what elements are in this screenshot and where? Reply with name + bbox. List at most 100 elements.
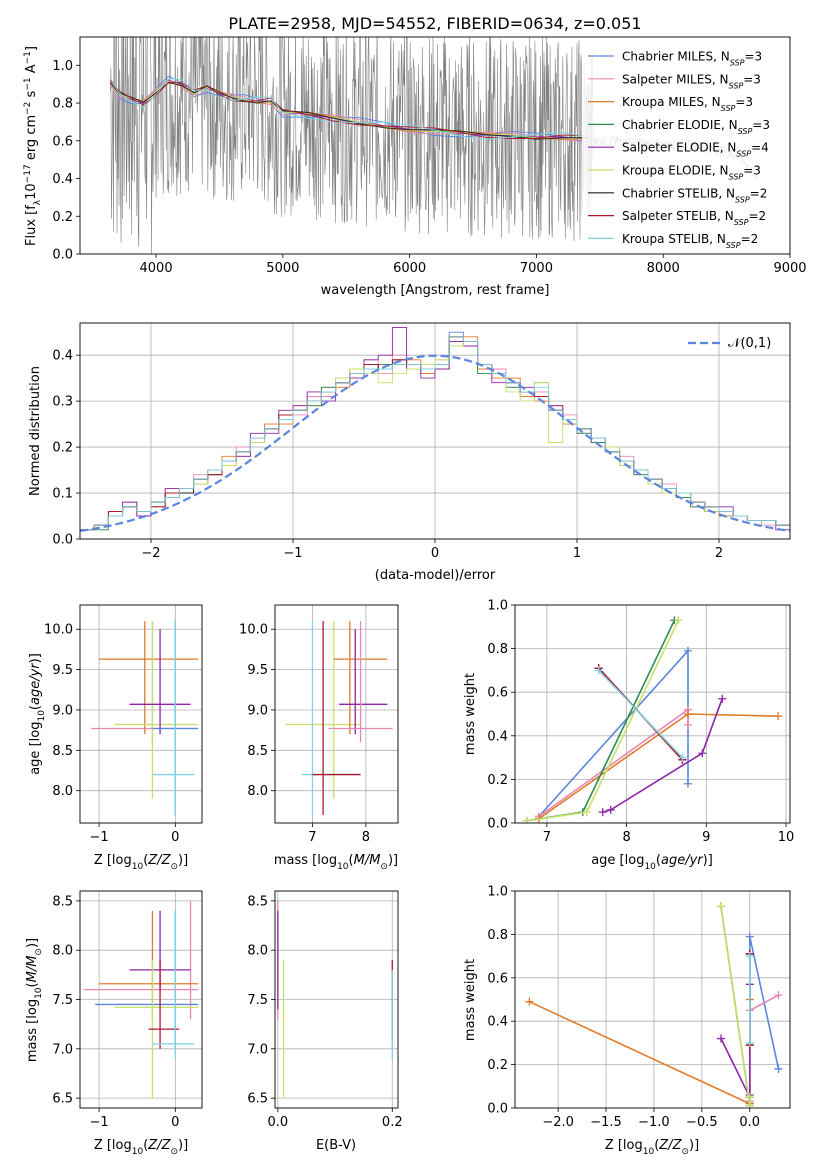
tick-label-y: 0.4: [52, 172, 73, 187]
tick-label-y: 8.0: [247, 784, 268, 799]
weight-point-marker: [745, 932, 754, 941]
weight-point-marker: [745, 1038, 754, 1047]
tick-label-x: −1.0: [638, 1115, 670, 1130]
tick-label-x: 8: [362, 830, 370, 845]
tick-label-x: 1: [573, 546, 581, 561]
tick-label-y: 8.0: [52, 944, 73, 959]
y-axis-label: Normed distribution: [28, 366, 43, 496]
tick-label-x: −2: [141, 546, 160, 561]
tick-label-y: 9.5: [247, 663, 268, 678]
plot-area: [515, 605, 790, 823]
plot-area: [109, 37, 759, 254]
axes-frame: [274, 604, 399, 824]
weight-point-marker: [774, 712, 783, 721]
plot-area: [515, 891, 790, 1108]
spectrum-model-line: [110, 79, 588, 139]
tick-label-y: 1.0: [487, 885, 508, 900]
figure-title: PLATE=2958, MJD=54552, FIBERID=0634, z=0…: [228, 14, 641, 33]
tick-label-y: 6.5: [52, 1092, 73, 1107]
tick-label-y: 0.2: [487, 773, 508, 788]
plot-area: [80, 323, 790, 539]
weight-series-line: [538, 708, 689, 818]
tick-label-y: 6.5: [247, 1092, 268, 1107]
axes-frame: [79, 604, 203, 824]
weight-point-marker: [525, 997, 534, 1006]
tick-label-x: −1: [283, 546, 302, 561]
y-axis-label: age [log10(age/yr)]: [28, 653, 47, 775]
tick-label-y: 0.6: [487, 686, 508, 701]
weight-point-marker: [745, 1101, 754, 1108]
tick-label-x: −1: [89, 830, 108, 845]
x-axis-label: Z [log10(Z/Z⊙)]: [94, 1138, 188, 1157]
tick-label-y: 10.0: [239, 623, 268, 638]
weight-point-marker: [674, 616, 683, 625]
legend-entry: Kroupa MILES, NSSP=3: [622, 95, 753, 113]
legend-entry: Chabrier STELIB, NSSP=2: [622, 186, 767, 204]
weight-point-marker: [522, 816, 531, 823]
tick-label-y: 0.4: [487, 729, 508, 744]
weight-point-marker: [606, 805, 615, 814]
tick-label-y: 7.0: [247, 1042, 268, 1057]
legend-entry: Chabrier MILES, NSSP=3: [622, 50, 762, 68]
x-axis-label: age [log10(age/yr)]: [591, 853, 713, 872]
tick-label-x: 2: [715, 546, 723, 561]
weight-point-marker: [717, 1034, 726, 1043]
tick-label-x: 7000: [520, 261, 553, 276]
tick-label-x: 9: [702, 830, 710, 845]
tick-label-x: 0.2: [382, 1115, 403, 1130]
tick-label-x: 0.0: [739, 1115, 760, 1130]
tick-label-y: 0.8: [52, 97, 73, 112]
panel-residuals: −2 −1 0 1 2 0.0 0.1 0.2 0.3 0.4 𝒩(0,1) (data-model)…: [28, 322, 791, 583]
tick-label-y: 8.0: [247, 944, 268, 959]
tick-label-y: 1.0: [487, 599, 508, 614]
tick-label-y: 0.8: [487, 642, 508, 657]
y-axis-label: mass [log10(M/M⊙)]: [25, 938, 44, 1062]
tick-label-y: 7.5: [52, 993, 73, 1008]
axes-frame: [79, 36, 791, 255]
plot-area: [275, 891, 398, 1108]
weight-point-marker: [774, 991, 783, 1000]
legend-box: [582, 41, 786, 250]
weight-point-marker: [683, 779, 692, 788]
legend-entry: 𝒩(0,1): [728, 336, 771, 351]
plot-area: [80, 891, 202, 1108]
weight-series-line: [538, 648, 689, 818]
plot-area: [275, 605, 398, 823]
weight-point-marker: [698, 749, 707, 758]
tick-label-x: 7: [543, 830, 551, 845]
weight-series-line: [720, 906, 751, 1106]
tick-label-x: 4000: [140, 261, 173, 276]
tick-label-y: 0.3: [52, 395, 73, 410]
tick-label-y: 0.2: [52, 210, 73, 225]
tick-label-x: 0: [171, 830, 179, 845]
tick-label-y: 0.2: [52, 441, 73, 456]
tick-label-x: 7: [308, 830, 316, 845]
x-axis-label: mass [log10(M/M⊙)]: [274, 853, 398, 872]
weight-point-marker: [745, 952, 754, 961]
x-axis-label: Z [log10(Z/Z⊙)]: [94, 853, 188, 872]
axes-frame: [79, 890, 203, 1109]
legend: Chabrier MILES, NSSP=3 Salpeter MILES, NS…: [582, 41, 786, 250]
tick-label-y: 0.4: [52, 349, 73, 364]
weight-point-marker: [678, 753, 687, 762]
tick-label-y: 8.5: [247, 894, 268, 909]
axes-frame: [514, 890, 791, 1109]
tick-label-x: 0.0: [268, 1115, 289, 1130]
tick-label-y: 0.4: [487, 1015, 508, 1030]
tick-label-x: 10: [778, 830, 795, 845]
tick-label-y: 0.8: [487, 928, 508, 943]
tick-label-x: 8: [622, 830, 630, 845]
tick-label-y: 10.0: [44, 623, 73, 638]
tick-label-y: 0.6: [52, 134, 73, 149]
x-axis-label: wavelength [Angstrom, rest frame]: [321, 283, 550, 298]
x-axis-label: (data-model)/error: [375, 568, 496, 583]
tick-label-y: 0.0: [52, 248, 73, 263]
tick-label-y: 0.1: [52, 487, 73, 502]
weight-point-marker: [718, 694, 727, 703]
weight-series-line: [749, 936, 780, 1102]
weight-point-marker: [582, 808, 591, 817]
panel-mass_vs_metallicity: −1 0 6.5 7.0 7.5 8.0 8.5 Z [log10(Z/Z⊙)] mass [l…: [25, 890, 203, 1157]
panel-mass_weight_vs_metallicity: −2.0 −1.5 −1.0 −0.5 0.0 0.0 0.2 0.4 0.6 0.8 1.0 Z […: [463, 885, 791, 1157]
y-axis-label: mass weight: [463, 959, 478, 1041]
panel-age_vs_metallicity: −1 0 8.0 8.5 9.0 9.5 10.0 Z [log10(Z/Z⊙)] age [l…: [28, 604, 203, 872]
